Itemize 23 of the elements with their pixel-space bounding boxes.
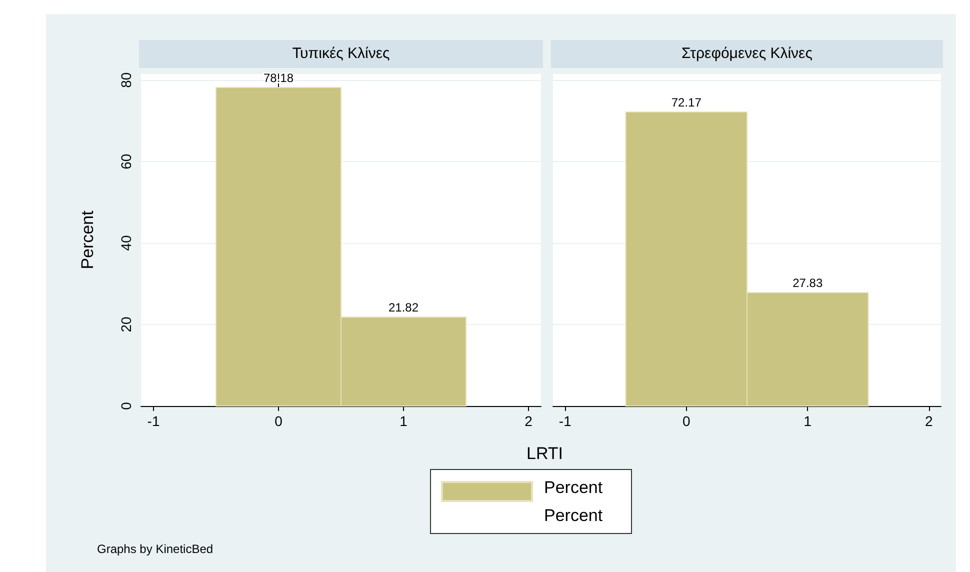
x-tick-label: 0	[274, 413, 283, 429]
y-tick-label: 40	[118, 235, 134, 251]
x-tick-label: -1	[147, 413, 160, 429]
text: Percent	[544, 478, 603, 498]
y-tick-label: 60	[118, 154, 134, 170]
chart-title: Στρεφόμενες Κλίνες	[551, 40, 943, 68]
data-label: 21.82	[388, 300, 419, 315]
data-label: 72.17	[671, 96, 702, 110]
y-tick-label: 0	[118, 402, 134, 410]
x-tick-label: 2	[524, 413, 533, 429]
x-tick-label: 1	[804, 413, 812, 429]
text: Graphs by KineticBed	[97, 542, 214, 556]
x-axis-title: LRTI	[526, 444, 564, 464]
x-tick-label: 2	[924, 413, 933, 429]
text: Percent	[544, 506, 603, 526]
chart-title: Τυπικές Κλίνες	[139, 40, 543, 68]
data-label: 27.83	[792, 276, 823, 290]
x-tick-label: 0	[682, 413, 690, 429]
y-axis-title: Percent	[78, 210, 97, 270]
x-tick-label: -1	[558, 413, 572, 429]
y-tick-label: 20	[118, 316, 134, 332]
x-tick-label: 1	[400, 413, 408, 429]
y-tick-label: 80	[118, 72, 134, 88]
